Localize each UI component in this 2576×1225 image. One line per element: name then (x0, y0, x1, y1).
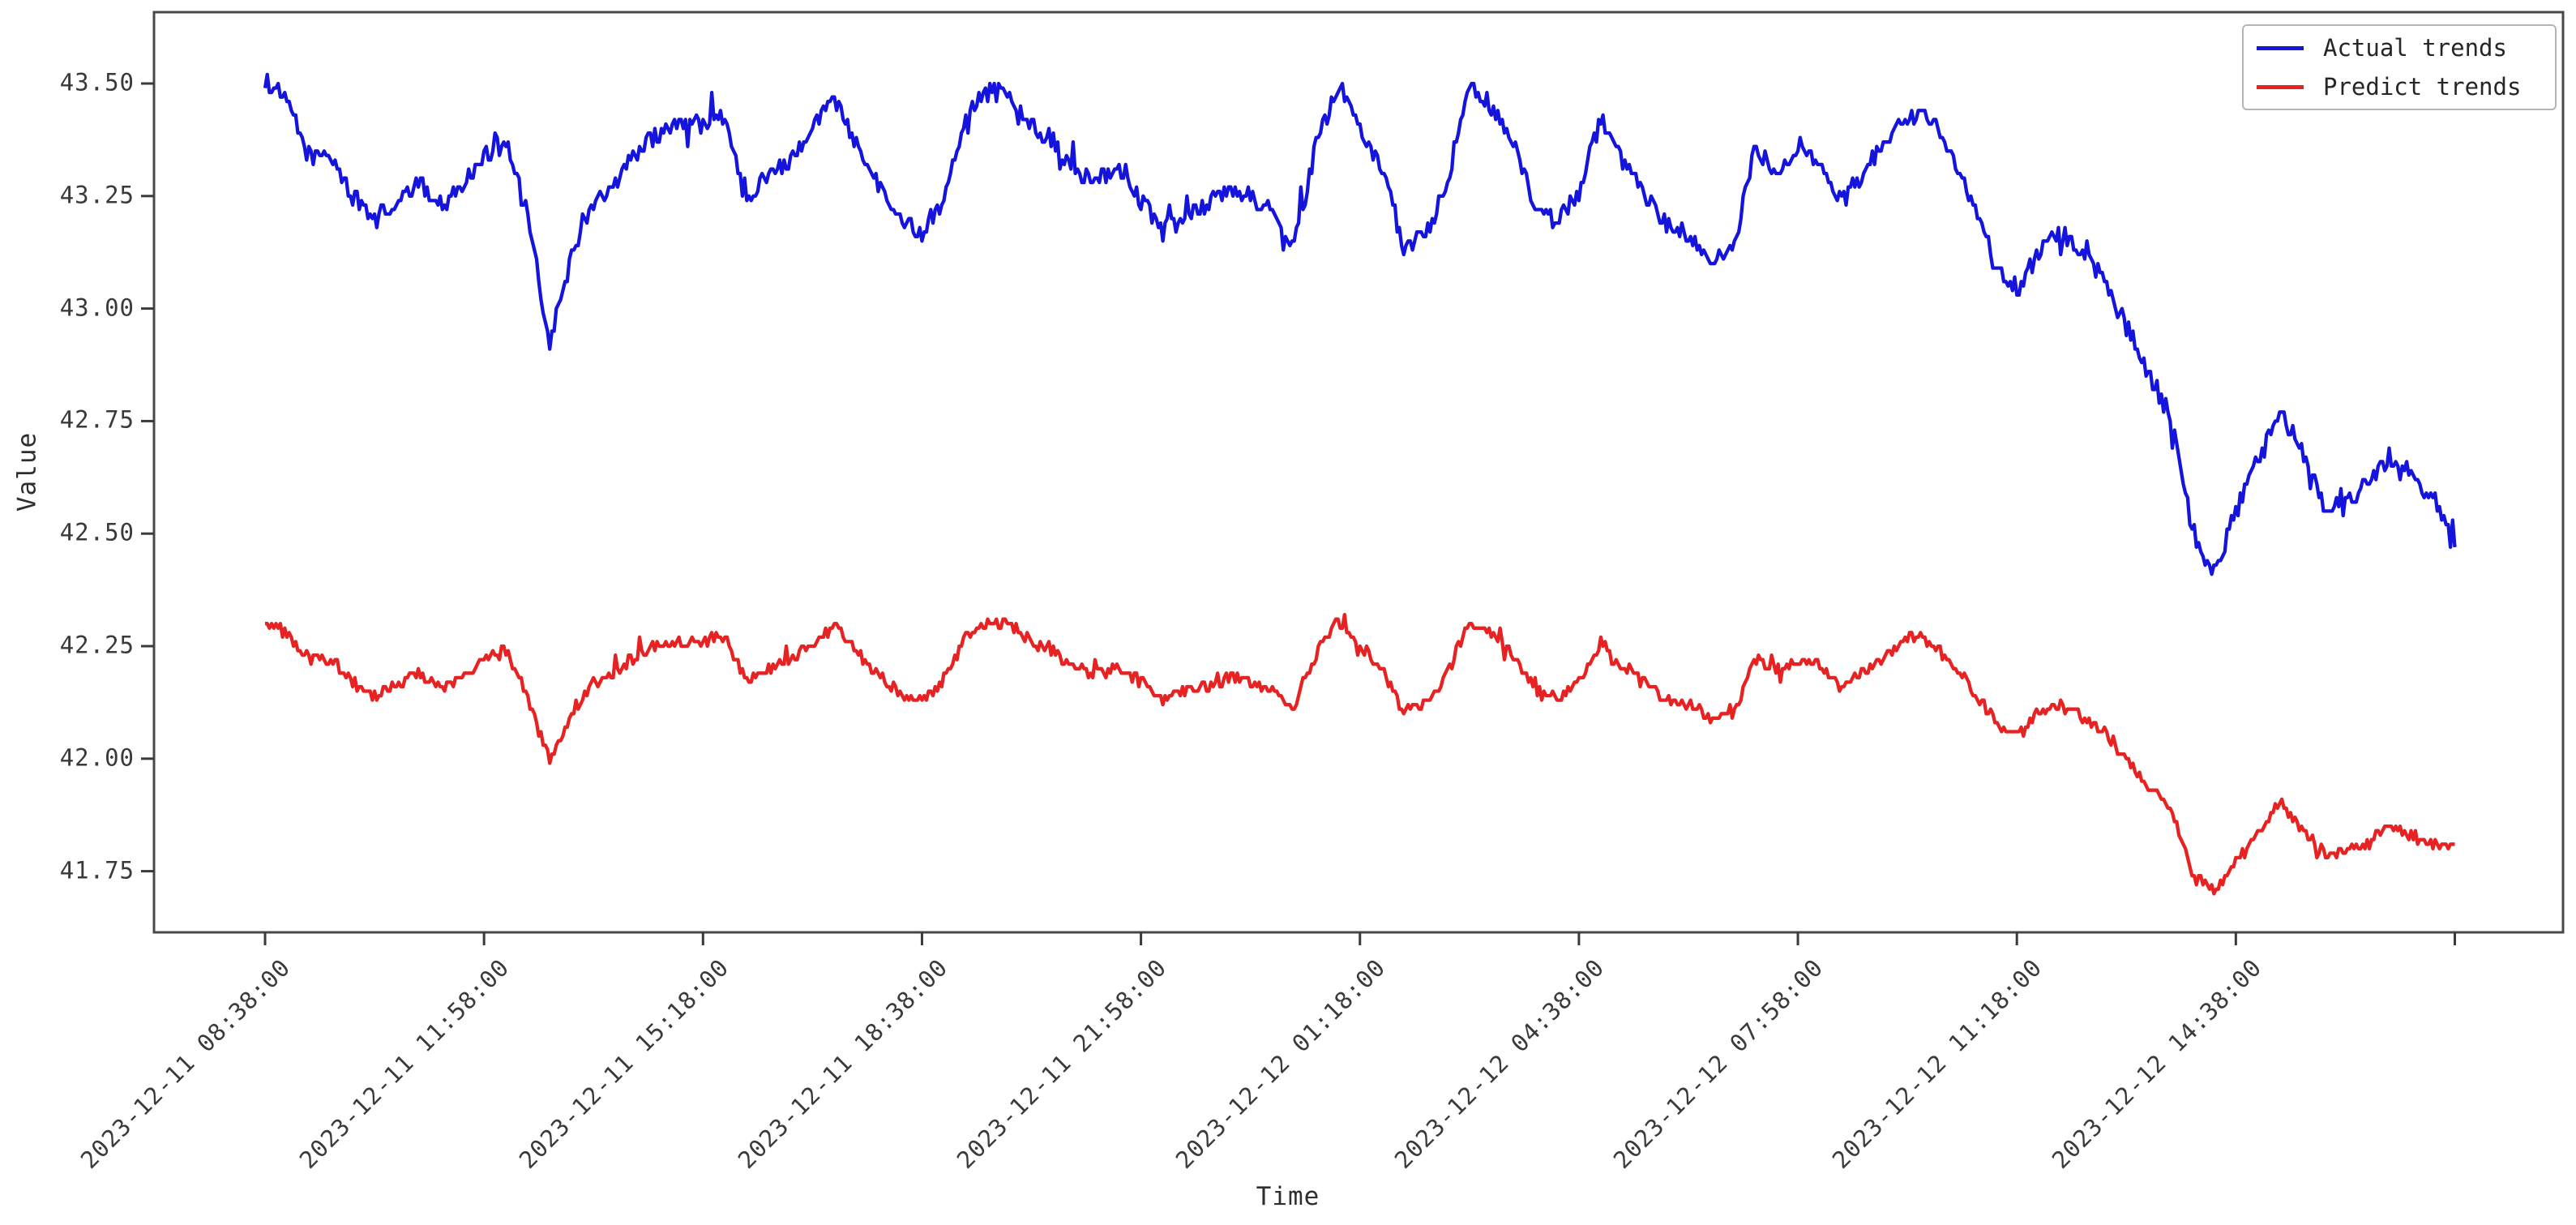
y-tick-label: 42.25 (59, 631, 135, 659)
legend: Actual trends Predict trends (2242, 24, 2557, 110)
actual-line-swatch-icon (2257, 45, 2304, 50)
legend-item-label: Actual trends (2323, 34, 2507, 62)
y-tick-label: 43.50 (59, 68, 135, 96)
y-tick-label: 41.75 (59, 855, 135, 884)
y-axis-title: Value (12, 431, 42, 512)
legend-item-actual: Actual trends (2244, 34, 2555, 62)
y-tick-label: 42.50 (59, 518, 135, 546)
y-tick-label: 43.25 (59, 181, 135, 209)
x-axis-title: Time (1256, 1182, 1320, 1211)
y-tick-label: 42.75 (59, 405, 135, 434)
y-tick-label: 43.00 (59, 293, 135, 321)
legend-item-predict: Predict trends (2244, 73, 2555, 101)
y-tick-label: 42.00 (59, 743, 135, 772)
legend-item-label: Predict trends (2323, 73, 2522, 101)
predict-line-swatch-icon (2257, 84, 2304, 89)
